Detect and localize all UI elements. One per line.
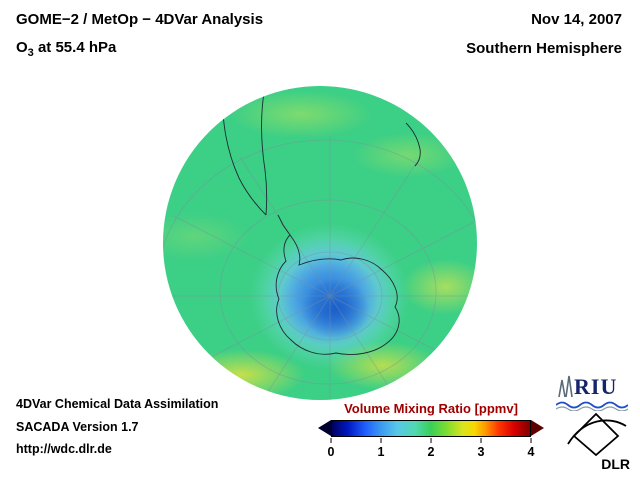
tick-label: 2 — [427, 445, 435, 459]
footer-line-url: http://wdc.dlr.de — [16, 442, 112, 456]
coastline-antarctica — [275, 234, 400, 355]
globe-overlay — [163, 86, 477, 400]
globe-map — [163, 86, 477, 400]
colorbar-over-arrow — [531, 420, 544, 436]
header-left: GOME−2 / MetOp − 4DVar Analysis O3 at 55… — [16, 12, 263, 59]
colorbar-tick-2: 2 — [427, 438, 435, 459]
tick-mark — [430, 438, 432, 443]
coastline-antarctic-peninsula — [277, 214, 291, 236]
colorbar-under-arrow — [318, 420, 331, 436]
dlr-logo: DLR — [566, 410, 632, 472]
footer-line-assimilation: 4DVar Chemical Data Assimilation — [16, 397, 219, 411]
colorbar-tick-3: 3 — [477, 438, 485, 459]
coastline-south-america-east — [261, 86, 268, 216]
tick-label: 0 — [327, 445, 335, 459]
tick-mark — [330, 438, 332, 443]
page-title: GOME−2 / MetOp − 4DVar Analysis — [16, 11, 264, 28]
coastline-africa-tip — [405, 122, 421, 167]
colorbar-tick-4: 4 — [527, 438, 535, 459]
region-label: Southern Hemisphere — [466, 40, 622, 57]
dlr-mark-icon — [567, 412, 627, 457]
tick-mark — [380, 438, 382, 443]
species-symbol: O — [16, 39, 28, 56]
colorbar-gradient — [331, 420, 531, 437]
tick-label: 1 — [377, 445, 385, 459]
colorbar-tick-1: 1 — [377, 438, 385, 459]
tick-label: 3 — [477, 445, 485, 459]
footer-line-version: SACADA Version 1.7 — [16, 419, 139, 434]
colorbar-tick-0: 0 — [327, 438, 335, 459]
riu-logo: RIU — [555, 374, 634, 412]
graticule — [163, 136, 477, 400]
tick-mark — [480, 438, 482, 443]
riu-logo-text: RIU — [574, 374, 618, 399]
dlr-logo-text: DLR — [601, 456, 630, 472]
date-label: Nov 14, 2007 — [531, 11, 622, 28]
tick-label: 4 — [527, 445, 535, 459]
riu-wave-icon — [555, 401, 629, 412]
colorbar-title: Volume Mixing Ratio [ppmv] — [344, 401, 518, 416]
colorbar-ticks: 0 1 2 3 4 — [327, 438, 534, 460]
species-subscript: 3 — [27, 47, 34, 59]
pressure-level-label: at 55.4 hPa — [33, 39, 117, 56]
riu-cathedral-icon — [558, 375, 573, 398]
header-right: Nov 14, 2007 Southern Hemisphere — [466, 12, 622, 56]
tick-mark — [530, 438, 532, 443]
colorbar — [318, 420, 544, 437]
footer-credits: 4DVar Chemical Data Assimilation SACADA … — [16, 398, 218, 466]
page-subtitle: O3 at 55.4 hPa — [16, 40, 263, 59]
